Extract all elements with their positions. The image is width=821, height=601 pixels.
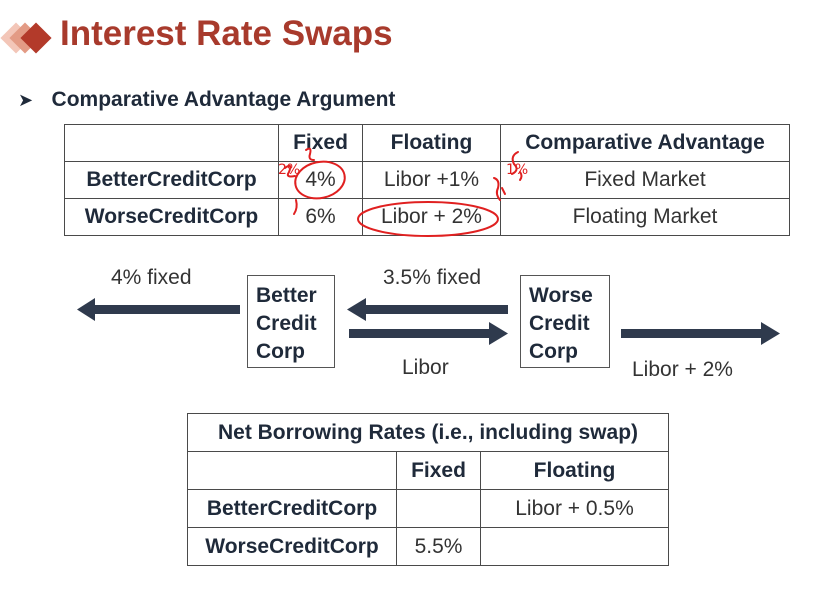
net-row-label-better: BetterCreditCorp bbox=[187, 489, 397, 528]
page-title: Interest Rate Swaps bbox=[60, 14, 393, 53]
row-label-worse: WorseCreditCorp bbox=[64, 198, 279, 236]
table-row: BetterCreditCorp Libor + 0.5% bbox=[187, 489, 669, 528]
net-worse-fixed: 5.5% bbox=[396, 527, 481, 566]
better-credit-corp-box: Better Credit Corp bbox=[247, 275, 335, 368]
flow-label-4-fixed: 4% fixed bbox=[111, 266, 192, 289]
table-row: WorseCreditCorp 5.5% bbox=[187, 527, 669, 566]
better-box-line: Corp bbox=[256, 340, 305, 363]
arrow-fixed-payment-icon bbox=[347, 298, 508, 321]
better-box-line: Credit bbox=[256, 312, 317, 335]
net-table-caption-row: Net Borrowing Rates (i.e., including swa… bbox=[187, 413, 669, 452]
net-table-caption: Net Borrowing Rates (i.e., including swa… bbox=[187, 413, 669, 452]
rates-header-empty bbox=[64, 124, 279, 162]
table-row: WorseCreditCorp 6% Libor + 2% Floating M… bbox=[64, 198, 790, 236]
bullet-arrow-icon: ➤ bbox=[18, 90, 34, 110]
rates-header-fixed: Fixed bbox=[278, 124, 363, 162]
better-box-line: Better bbox=[256, 284, 317, 307]
rates-table-header-row: Fixed Floating Comparative Advantage bbox=[64, 124, 790, 162]
better-advantage: Fixed Market bbox=[500, 161, 790, 199]
flow-label-3-5-fixed: 3.5% fixed bbox=[383, 266, 482, 289]
net-worse-floating bbox=[480, 527, 669, 566]
better-floating-rate: Libor +1% bbox=[362, 161, 501, 199]
net-table-header-row: Fixed Floating bbox=[187, 451, 669, 490]
worse-box-line: Worse bbox=[529, 284, 593, 307]
row-label-better: BetterCreditCorp bbox=[64, 161, 279, 199]
section-subtitle: Comparative Advantage Argument bbox=[51, 88, 396, 111]
worse-fixed-rate: 6% bbox=[278, 198, 363, 236]
net-header-floating: Floating bbox=[480, 451, 669, 490]
arrow-left-icon bbox=[77, 298, 240, 321]
rates-table: Fixed Floating Comparative Advantage Bet… bbox=[64, 124, 790, 236]
net-borrowing-table: Net Borrowing Rates (i.e., including swa… bbox=[187, 413, 669, 566]
net-better-fixed bbox=[396, 489, 481, 528]
subtitle-row: ➤ Comparative Advantage Argument bbox=[18, 88, 395, 112]
worse-box-line: Corp bbox=[529, 340, 578, 363]
worse-advantage: Floating Market bbox=[500, 198, 790, 236]
flow-label-libor-plus-2: Libor + 2% bbox=[632, 358, 733, 381]
worse-credit-corp-box: Worse Credit Corp bbox=[520, 275, 610, 368]
rates-header-floating: Floating bbox=[362, 124, 501, 162]
arrow-right-icon bbox=[621, 322, 780, 345]
table-row: BetterCreditCorp 4% Libor +1% Fixed Mark… bbox=[64, 161, 790, 199]
better-fixed-rate: 4% bbox=[278, 161, 363, 199]
worse-floating-rate: Libor + 2% bbox=[362, 198, 501, 236]
net-better-floating: Libor + 0.5% bbox=[480, 489, 669, 528]
net-header-fixed: Fixed bbox=[396, 451, 481, 490]
net-row-label-worse: WorseCreditCorp bbox=[187, 527, 397, 566]
arrow-libor-payment-icon bbox=[349, 322, 508, 345]
net-header-empty bbox=[187, 451, 397, 490]
rates-header-advantage: Comparative Advantage bbox=[500, 124, 790, 162]
worse-box-line: Credit bbox=[529, 312, 590, 335]
flow-label-libor: Libor bbox=[402, 356, 449, 379]
